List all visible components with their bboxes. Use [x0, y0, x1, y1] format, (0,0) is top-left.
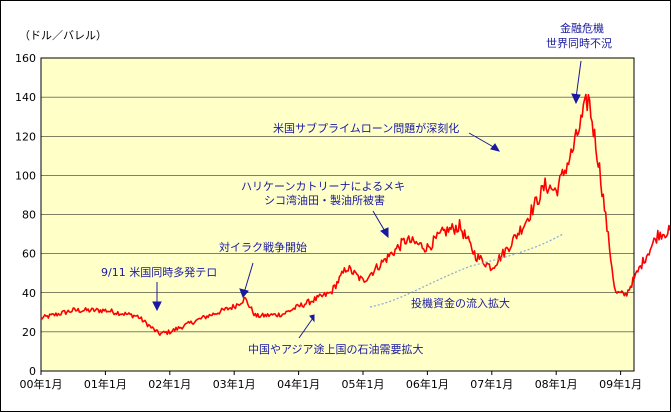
- annotation-financial-crisis: 金融危機: [560, 21, 604, 35]
- annotation-911: 9/11 米国同時多発テロ: [101, 265, 217, 279]
- speculation-trend-curve: [369, 233, 564, 308]
- y-tick-label: 40: [22, 287, 36, 300]
- annotation-katrina-2: シコ湾油田・製油所被害: [264, 193, 385, 207]
- x-tick-label: 04年1月: [277, 377, 320, 391]
- arrow-china-head: [309, 314, 315, 323]
- y-tick-label: 20: [22, 326, 36, 339]
- x-tick-label: 02年1月: [148, 377, 191, 391]
- y-tick-label: 120: [15, 130, 36, 143]
- x-tick-label: 06年1月: [406, 377, 449, 391]
- annotation-iraq-war: 対イラク戦争開始: [219, 240, 307, 254]
- x-tick-label: 07年1月: [470, 377, 513, 391]
- arrow-crisis: [575, 60, 582, 99]
- x-tick-label: 08年1月: [535, 377, 578, 391]
- x-tick-label: 03年1月: [213, 377, 256, 391]
- grid-lines: [41, 96, 634, 333]
- y-tick-label: 0: [29, 365, 36, 378]
- arrow-subprime-head: [490, 143, 501, 152]
- y-unit-label: （ドル／バレル）: [19, 29, 107, 42]
- x-tick-label: 00年1月: [20, 377, 63, 391]
- arrow-911-head: [152, 301, 162, 312]
- x-axis: 00年1月 01年1月 02年1月 03年1月 04年1月 05年1月 06年1月 07年1月…: [20, 371, 642, 391]
- arrow-iraq: [243, 262, 254, 294]
- arrow-crisis-head: [571, 93, 581, 105]
- arrow-iraq-head: [239, 288, 249, 298]
- annotation-subprime: 米国サブプライムローン問題が深刻化: [273, 121, 459, 135]
- annotation-china-demand: 中国やアジア途上国の石油需要拡大: [248, 342, 424, 356]
- y-tick-label: 140: [15, 91, 36, 104]
- y-tick-label: 100: [15, 169, 36, 182]
- annotation-recession: 世界同時不況: [546, 36, 612, 50]
- annotation-speculation: 投機資金の流入拡大: [411, 296, 510, 310]
- arrow-china: [298, 317, 314, 339]
- arrow-katrina-head: [380, 227, 389, 239]
- y-tick-label: 60: [22, 248, 36, 261]
- x-tick-label: 01年1月: [84, 377, 127, 391]
- x-tick-label: 05年1月: [342, 377, 385, 391]
- y-tick-label: 80: [22, 209, 36, 222]
- y-tick-label: 160: [15, 52, 36, 65]
- price-line: [40, 93, 670, 336]
- price-series: [40, 93, 670, 336]
- x-tick-label: 09年1月: [599, 377, 642, 391]
- annotation-katrina-1: ハリケーンカトリーナによるメキ: [241, 180, 405, 193]
- arrow-subprime: [468, 132, 498, 150]
- y-axis: 0 20 40 60 80 100 120 140 160: [15, 52, 36, 378]
